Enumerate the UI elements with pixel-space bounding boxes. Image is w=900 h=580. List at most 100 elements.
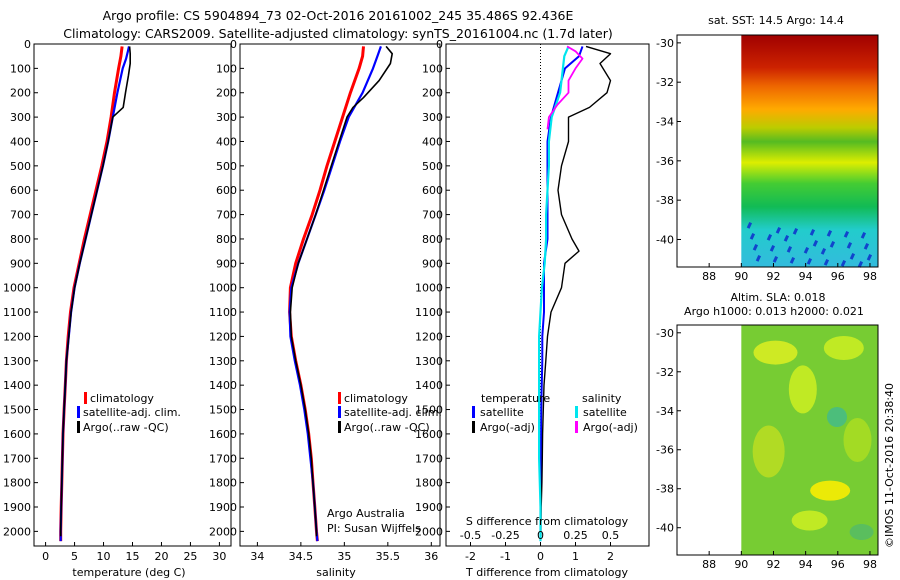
sst-speck [812, 240, 819, 247]
sst-low-value-specks [746, 222, 873, 268]
depth-tick-label: 100 [10, 62, 31, 75]
sst-speck [806, 258, 813, 265]
legend-swatch-t-satellite [472, 406, 475, 418]
sla-blob [791, 510, 828, 531]
depth-tick-label: 800 [10, 233, 31, 246]
sla-blob [823, 336, 864, 360]
depth-tick-label: 1200 [3, 330, 31, 343]
depth-tick-label: 100 [422, 62, 443, 75]
sst-speck [849, 253, 856, 260]
x-tick-label: 10 [97, 550, 111, 563]
sst-speck [766, 234, 773, 241]
depth-tick-label: 0 [230, 38, 237, 51]
sla-map-title-2: Argo h1000: 0.013 h2000: 0.021 [684, 305, 864, 318]
pi-note: PI: Susan Wijffels [327, 522, 421, 535]
depth-tick-label: 1900 [415, 501, 443, 514]
x-tick-label: -1 [500, 550, 511, 563]
temperature-xlabel: temperature (deg C) [72, 566, 185, 579]
sst-speck [826, 230, 833, 237]
map-x-tick-label: 96 [831, 558, 845, 571]
sst-speck [840, 260, 847, 267]
depth-tick-label: 1200 [415, 330, 443, 343]
x-tick-label: 35.5 [376, 550, 401, 563]
depth-tick-label: 600 [216, 184, 237, 197]
depth-tick-label: 200 [216, 87, 237, 100]
map-x-tick-label: 98 [863, 558, 877, 571]
depth-tick-label: 1800 [415, 477, 443, 490]
depth-tick-label: 1300 [209, 355, 237, 368]
series-line-s-argo-adj- [546, 45, 584, 130]
difference-xlabel: T difference from climatology [465, 566, 628, 579]
x-tick-label: 35 [337, 550, 351, 563]
legend-swatch-s-satellite [575, 406, 578, 418]
depth-tick-label: 1100 [415, 306, 443, 319]
legend-label: satellite-adj. clim. [83, 406, 181, 419]
x-tick-label: 0 [537, 550, 544, 563]
sst-speck [803, 247, 810, 254]
depth-tick-label: 800 [216, 233, 237, 246]
depth-tick-label: 1700 [209, 452, 237, 465]
s-tick-label: 0.25 [563, 529, 588, 542]
s-tick-label: -0.5 [460, 529, 481, 542]
sst-speck [775, 227, 782, 234]
s-difference-label: S difference from climatology [466, 515, 629, 528]
sst-heatmap [741, 35, 878, 267]
series-line-satellite-adj-clim- [288, 46, 382, 542]
series-line-t-satellite [539, 46, 584, 542]
series-line-satellite-adj-clim- [59, 46, 131, 542]
sst-speck [866, 254, 873, 261]
legend-title-salinity: salinity [582, 392, 622, 405]
sst-speck [829, 241, 836, 248]
depth-tick-label: 1300 [3, 355, 31, 368]
depth-tick-label: 400 [10, 135, 31, 148]
sla-blob [810, 480, 851, 501]
depth-tick-label: 900 [216, 257, 237, 270]
depth-tick-label: 900 [10, 257, 31, 270]
sla-blob [843, 418, 872, 462]
depth-tick-label: 1000 [3, 282, 31, 295]
depth-tick-label: 700 [10, 209, 31, 222]
depth-tick-label: 1400 [3, 379, 31, 392]
sst-speck [752, 244, 759, 251]
difference-series [537, 45, 612, 542]
map-x-tick-label: 92 [766, 558, 780, 571]
depth-tick-label: 1900 [209, 501, 237, 514]
map-x-tick-label: 94 [799, 558, 813, 571]
depth-axis: 0 100 200 300 400 500 600 700 800 900 1000 1100 1200… [3, 38, 450, 538]
sst-map-title: sat. SST: 14.5 Argo: 14.4 [708, 14, 844, 27]
x-tick-label: 34 [250, 550, 264, 563]
depth-tick-label: 300 [10, 111, 31, 124]
depth-tick-label: 2000 [209, 525, 237, 538]
depth-tick-label: 2000 [3, 525, 31, 538]
sla-blob [788, 365, 817, 414]
legend-swatch-climatology [338, 392, 341, 404]
map-x-tick-label: 90 [734, 270, 748, 283]
depth-tick-label: 400 [216, 135, 237, 148]
depth-tick-label: 1400 [415, 379, 443, 392]
map-y-tick-label: -30 [656, 37, 674, 50]
x-tick-label: 25 [183, 550, 197, 563]
temperature-series [59, 46, 131, 542]
x-tick-label: 20 [154, 550, 168, 563]
map-x-tick-label: 96 [831, 270, 845, 283]
sst-speck [843, 231, 850, 238]
depth-tick-label: 700 [216, 209, 237, 222]
map-y-tick-label: -40 [656, 522, 674, 535]
map-y-tick-label: -40 [656, 233, 674, 246]
legend-label: satellite [480, 406, 524, 419]
difference-panel [445, 43, 650, 547]
depth-tick-label: 200 [422, 87, 443, 100]
depth-tick-label: 1400 [209, 379, 237, 392]
depth-tick-label: 1000 [209, 282, 237, 295]
sst-speck [846, 242, 853, 249]
legend-label: satellite [583, 406, 627, 419]
depth-tick-label: 1600 [415, 428, 443, 441]
temperature-legend: climatology satellite-adj. clim. Argo(..… [77, 392, 181, 434]
x-tick-label: 2 [607, 550, 614, 563]
depth-tick-label: 1300 [415, 355, 443, 368]
depth-tick-label: 200 [10, 87, 31, 100]
map-y-tick-label: -38 [656, 483, 674, 496]
x-tick-label: -2 [465, 550, 476, 563]
depth-tick-label: 500 [422, 160, 443, 173]
map-y-tick-label: -32 [656, 76, 674, 89]
